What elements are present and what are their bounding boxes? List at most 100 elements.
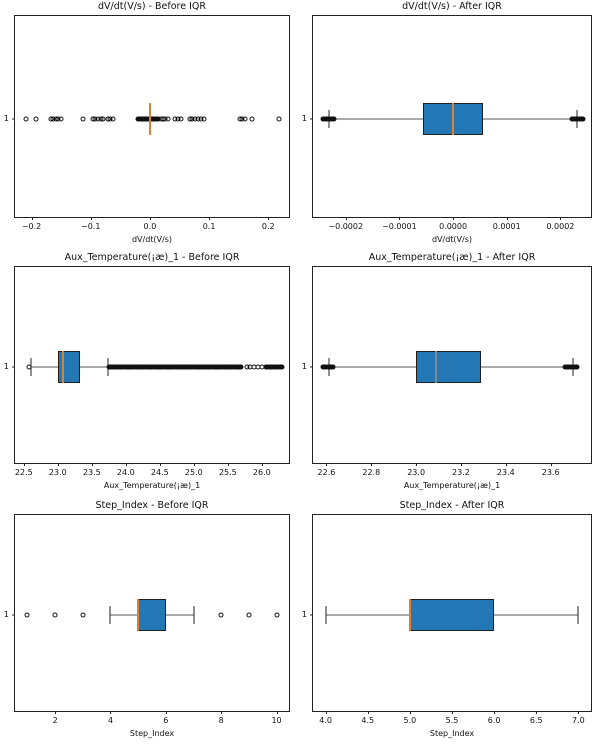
x-tick-label: 22.6 <box>317 468 336 477</box>
x-tick-label: 23.0 <box>48 468 67 477</box>
x-tick-mark <box>326 463 328 466</box>
subplot-title: Aux_Temperature(¡æ)_1 - Before IQR <box>64 252 240 263</box>
outlier-point <box>80 612 86 618</box>
x-tick-label: 4.5 <box>361 716 375 725</box>
outlier-point <box>246 612 252 618</box>
whisker-low <box>328 366 417 368</box>
x-tick-label: 6.5 <box>529 716 543 725</box>
axes-wrap: dV/dt(V/s) - Before IQR −0.2 −0.1 0.0 0.1 0.… <box>4 2 290 244</box>
x-tick-label: 24.5 <box>150 468 169 477</box>
subplot-title: dV/dt(V/s) - Before IQR <box>98 1 206 12</box>
y-tick-label: 1 <box>301 361 307 371</box>
whisker-high <box>481 366 574 368</box>
x-tick-label: 0.2 <box>261 222 275 231</box>
y-tick-mark <box>310 118 313 119</box>
axes-wrap: Step_Index - After IQR 4.0 4.5 5.0 5.5 6.0 6.… <box>302 501 592 738</box>
y-tick-mark <box>12 118 15 119</box>
plot-area: −0.0002 −0.0001 0.0000 0.0001 0.0002 1 <box>302 15 592 231</box>
cap-high <box>193 605 194 624</box>
x-tick-label: 23.5 <box>82 468 101 477</box>
subplot-dvdt-before-iqr: dV/dt(V/s) - Before IQR −0.2 −0.1 0.0 0.1 0.… <box>0 0 300 250</box>
whisker-low <box>325 614 410 616</box>
x-axis-label: Step_Index <box>129 729 175 738</box>
y-tick-mark <box>12 614 15 616</box>
outlier-point <box>201 116 207 121</box>
x-tick-mark <box>149 217 151 220</box>
subplot-aux-temperature-before-iqr: Aux_Temperature(¡æ)_1 - Before IQR 22.5 2… <box>0 250 300 500</box>
cap-low <box>325 605 327 624</box>
x-tick-mark <box>505 463 507 466</box>
y-tick-label: 1 <box>301 609 307 619</box>
subplot-dvdt-after-iqr: dV/dt(V/s) - After IQR −0.0002 −0.0001 0.0… <box>300 0 600 250</box>
outlier-point <box>58 116 64 121</box>
x-tick-mark <box>110 711 112 714</box>
plot-area: 22.5 23.0 23.5 24.0 24.5 25.0 25.5 26.0 1 <box>4 266 290 477</box>
x-tick-label: 0.0002 <box>546 222 575 231</box>
x-tick-label: 23.2 <box>452 468 470 477</box>
x-tick-label: 2 <box>52 716 58 725</box>
dense-outlier-point <box>331 116 337 121</box>
x-tick-mark <box>193 463 195 466</box>
median-line <box>452 102 455 135</box>
x-axis-label: dV/dt(V/s) <box>431 235 473 244</box>
outlier-point <box>110 116 116 121</box>
x-tick-mark <box>23 463 25 466</box>
outlier-point <box>165 116 171 121</box>
x-tick-mark <box>345 217 347 220</box>
x-tick-label: 22.8 <box>362 468 381 477</box>
y-tick-label: 1 <box>3 609 9 619</box>
outlier-point <box>24 612 30 618</box>
x-tick-mark <box>506 217 508 220</box>
x-tick-label: 26.0 <box>252 468 271 477</box>
x-tick-label: −0.0001 <box>382 222 417 231</box>
cap-high <box>577 605 579 624</box>
x-tick-mark <box>276 711 278 714</box>
x-tick-label: 0.0000 <box>439 222 468 231</box>
y-tick-mark <box>12 366 15 368</box>
x-tick-mark <box>494 711 496 714</box>
x-tick-label: 7.0 <box>571 716 585 725</box>
outlier-point <box>178 116 184 121</box>
whisker-high <box>494 614 579 616</box>
x-tick-mark <box>125 463 127 466</box>
median-line <box>61 350 64 383</box>
outlier-point <box>274 612 280 618</box>
median-line <box>148 102 151 135</box>
x-tick-label: 5.0 <box>403 716 417 725</box>
x-tick-label: 25.5 <box>218 468 237 477</box>
x-tick-mark <box>268 217 270 220</box>
x-tick-label: 5.5 <box>445 716 459 725</box>
subplot-step-index-before-iqr: Step_Index - Before IQR 2 4 6 8 10 1 Step_Ind… <box>0 500 300 749</box>
x-tick-mark <box>209 217 211 220</box>
x-tick-mark <box>452 711 453 714</box>
subplot-title: Step_Index - After IQR <box>399 500 505 511</box>
outlier-point <box>242 116 248 121</box>
subplot-step-index-after-iqr: Step_Index - After IQR 4.0 4.5 5.0 5.5 6.0 6.… <box>300 500 600 749</box>
x-tick-label: 23.6 <box>541 468 560 477</box>
x-tick-label: 6.0 <box>487 716 501 725</box>
axes-wrap: Aux_Temperature(¡æ)_1 - After IQR 22.6 22… <box>302 253 592 490</box>
x-tick-mark <box>453 217 455 220</box>
dense-outlier-point <box>574 364 580 370</box>
x-tick-label: 22.5 <box>14 468 33 477</box>
whisker-low <box>110 614 139 616</box>
x-tick-mark <box>31 217 33 220</box>
outlier-point <box>52 612 58 618</box>
x-tick-label: −0.0002 <box>328 222 364 231</box>
whisker-high <box>80 366 109 368</box>
y-tick-mark <box>310 614 313 616</box>
x-tick-label: −0.2 <box>21 222 42 231</box>
box <box>138 598 166 631</box>
y-tick-label: 1 <box>3 361 9 371</box>
x-tick-label: 6 <box>163 716 169 725</box>
x-tick-mark <box>165 711 167 714</box>
x-tick-label: 0.0001 <box>492 222 521 231</box>
y-tick-mark <box>310 366 313 368</box>
outlier-point <box>249 116 255 121</box>
x-tick-mark <box>55 711 57 714</box>
outlier-point <box>100 116 106 121</box>
x-tick-mark <box>91 463 93 466</box>
outlier-point <box>218 612 224 618</box>
box <box>416 350 482 383</box>
x-tick-mark <box>90 217 92 220</box>
